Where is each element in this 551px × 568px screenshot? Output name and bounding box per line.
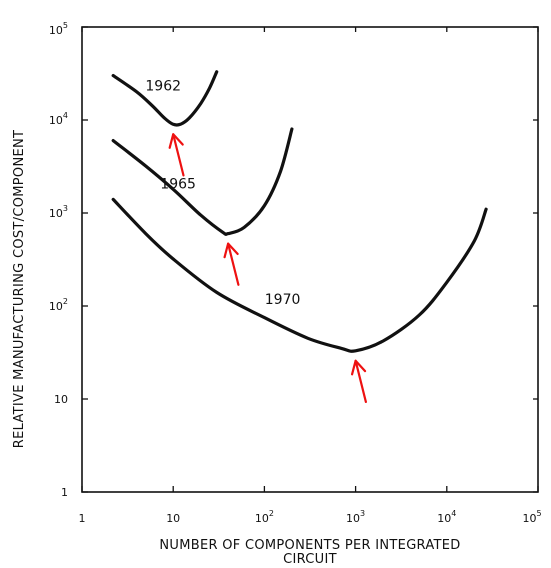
y-tick-label: 102 [49,297,68,313]
arrow-shaft [172,133,185,177]
y-tick-label: 104 [49,111,68,127]
series-label-1965: 1965 [160,177,196,193]
x-tick-label: 102 [255,509,274,525]
y-tick-label: 103 [49,204,68,220]
x-axis-title-line-2: CIRCUIT [283,552,337,567]
y-tick-label: 10 [54,393,68,406]
y-axis-title: RELATIVE MANUFACTURING COST/COMPONENT [12,130,27,449]
x-tick-label: 10 [166,512,180,525]
arrow-shaft [354,359,367,404]
series-labels: 1962 1965 1970 [145,78,300,308]
plot-frame [81,26,539,493]
arrow-head [223,242,239,259]
x-tick-label: 103 [346,509,365,525]
x-tick-label: 1 [79,512,86,525]
series-label-1970: 1970 [265,292,301,308]
tick-marks [81,26,539,493]
minimum-arrows [168,133,367,404]
x-tick-label: 104 [437,509,456,525]
x-tick-labels: 1 10 102 103 104 105 [79,509,542,525]
series-curves [111,70,488,353]
y-tick-label: 105 [49,21,68,37]
minimum-arrow-1962 [168,133,185,177]
y-tick-label: 1 [61,486,68,499]
arrow-shaft [227,242,240,286]
x-tick-label: 105 [522,509,541,525]
minimum-arrow-1970 [350,359,367,404]
arrow-head [168,133,184,149]
arrow-head [350,359,367,376]
series-curve-1965 [111,127,294,237]
x-axis-title-line-1: NUMBER OF COMPONENTS PER INTEGRATED [159,538,460,553]
series-label-1962: 1962 [145,78,181,94]
y-tick-labels: 1 10 102 103 104 105 [49,21,68,499]
series-curve-1962 [111,70,219,127]
series-curve-1970 [111,197,488,353]
minimum-arrow-1965 [223,242,240,286]
